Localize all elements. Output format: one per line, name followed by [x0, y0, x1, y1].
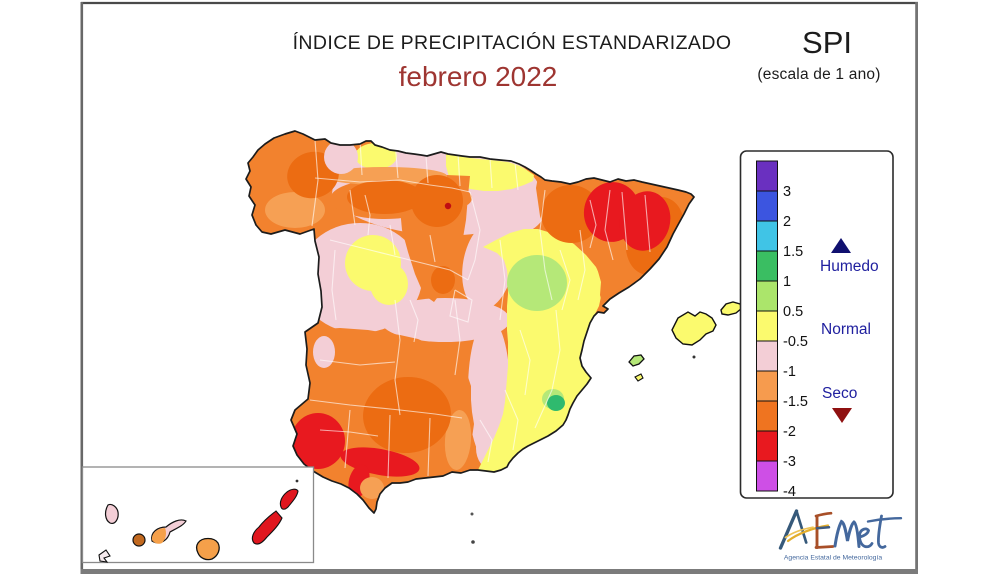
svg-text:3: 3 — [783, 184, 791, 200]
svg-text:-1.5: -1.5 — [783, 394, 808, 410]
svg-text:Normal: Normal — [821, 321, 871, 338]
svg-text:1.5: 1.5 — [783, 244, 803, 260]
svg-text:ÍNDICE DE PRECIPITACIÓN ESTAND: ÍNDICE DE PRECIPITACIÓN ESTANDARIZADO — [293, 31, 732, 54]
svg-text:-2: -2 — [783, 424, 796, 440]
svg-text:Humedo: Humedo — [820, 258, 879, 275]
svg-text:-3: -3 — [783, 454, 796, 470]
svg-text:1: 1 — [783, 274, 791, 290]
svg-text:-0.5: -0.5 — [783, 334, 808, 350]
svg-text:Agencia Estatal de Meteorologí: Agencia Estatal de Meteorología — [784, 555, 882, 562]
svg-text:-1: -1 — [783, 364, 796, 380]
svg-text:SPI: SPI — [802, 25, 852, 60]
svg-text:Seco: Seco — [822, 385, 857, 402]
svg-text:(escala de 1 ano): (escala de 1 ano) — [757, 66, 880, 83]
svg-text:-4: -4 — [783, 484, 796, 500]
svg-text:0.5: 0.5 — [783, 304, 803, 320]
svg-text:febrero 2022: febrero 2022 — [399, 61, 558, 92]
svg-text:2: 2 — [783, 214, 791, 230]
